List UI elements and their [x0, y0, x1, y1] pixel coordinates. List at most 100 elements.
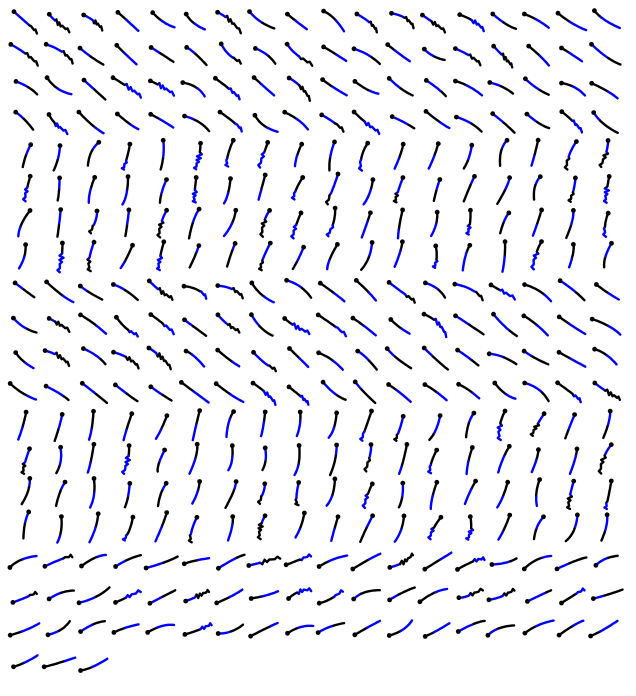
- stroke-segment: [258, 324, 274, 337]
- stroke-start-dot: [609, 240, 614, 246]
- stroke-glyph: [530, 447, 541, 474]
- stroke-glyph: [159, 137, 166, 171]
- stroke-segment: [440, 90, 447, 98]
- stroke-glyph: [123, 481, 133, 509]
- stroke-glyph: [499, 210, 512, 235]
- stroke-glyph: [452, 281, 484, 302]
- stroke-segment: [26, 85, 39, 96]
- stroke-glyph: [330, 514, 341, 542]
- stroke-segment: [120, 159, 128, 171]
- stroke-segment: [257, 259, 265, 272]
- stroke-start-dot: [230, 514, 236, 519]
- stroke-glyph: [393, 513, 407, 543]
- stroke-segment: [320, 113, 337, 125]
- stroke-start-dot: [404, 442, 410, 447]
- stroke-segment: [318, 595, 336, 605]
- stroke-segment: [116, 112, 132, 126]
- stroke-start-dot: [335, 171, 341, 177]
- stroke-segment: [259, 82, 276, 97]
- stroke-start-dot: [385, 42, 391, 47]
- stroke-segment: [80, 555, 99, 568]
- stroke-segment: [17, 426, 24, 441]
- stroke-segment: [427, 463, 433, 475]
- stroke-glyph: [156, 447, 168, 473]
- stroke-segment: [263, 295, 275, 304]
- stroke-segment: [569, 479, 575, 498]
- stroke-start-dot: [571, 242, 576, 247]
- stroke-glyph: [145, 623, 176, 635]
- stroke-start-dot: [350, 315, 356, 321]
- stroke-segment: [575, 291, 586, 302]
- stroke-segment: [604, 388, 621, 401]
- stroke-start-dot: [604, 512, 610, 518]
- stroke-segment: [21, 154, 28, 169]
- stroke-glyph: [246, 555, 282, 568]
- stroke-segment: [568, 51, 584, 63]
- stroke-segment: [324, 194, 331, 206]
- stroke-start-dot: [300, 175, 306, 180]
- stroke-segment: [475, 290, 484, 302]
- stroke-start-dot: [23, 409, 29, 415]
- stroke-glyph: [180, 80, 206, 98]
- stroke-start-dot: [13, 109, 19, 115]
- stroke-start-dot: [11, 9, 17, 15]
- stroke-start-dot: [559, 600, 564, 606]
- stroke-glyph: [487, 80, 515, 95]
- stroke-start-dot: [60, 240, 65, 246]
- stroke-segment: [333, 292, 346, 303]
- stroke-start-dot: [575, 512, 580, 518]
- stroke-start-dot: [386, 382, 391, 387]
- stroke-start-dot: [59, 412, 65, 417]
- stroke-start-dot: [282, 316, 288, 321]
- stroke-glyph: [321, 8, 346, 33]
- stroke-segment: [463, 488, 473, 506]
- stroke-glyph: [21, 142, 34, 169]
- stroke-glyph: [114, 42, 138, 66]
- stroke-segment: [362, 188, 372, 206]
- stroke-segment: [367, 552, 382, 561]
- stroke-segment: [599, 119, 619, 134]
- stroke-glyph: [593, 554, 619, 568]
- stroke-segment: [294, 176, 304, 193]
- stroke-segment: [188, 516, 199, 537]
- stroke-start-dot: [455, 567, 460, 572]
- stroke-segment: [418, 590, 438, 603]
- stroke-segment: [360, 256, 370, 271]
- stroke-segment: [43, 557, 65, 568]
- stroke-segment: [195, 588, 211, 600]
- stroke-segment: [400, 443, 409, 469]
- stroke-glyph: [532, 514, 546, 541]
- stroke-glyph: [316, 589, 345, 606]
- stroke-start-dot: [213, 75, 218, 81]
- stroke-start-dot: [506, 443, 512, 449]
- stroke-glyph: [216, 553, 246, 571]
- stroke-segment: [332, 621, 346, 627]
- stroke-segment: [159, 240, 165, 258]
- stroke-segment: [43, 659, 67, 668]
- stroke-segment: [469, 515, 475, 532]
- stroke-glyph: [420, 12, 447, 34]
- stroke-segment: [158, 287, 174, 301]
- stroke-start-dot: [46, 11, 52, 17]
- stroke-segment: [328, 172, 340, 197]
- stroke-glyph: [319, 112, 345, 133]
- stroke-segment: [28, 590, 38, 597]
- stroke-segment: [467, 446, 474, 463]
- stroke-start-dot: [559, 80, 564, 86]
- stroke-glyph: [120, 141, 133, 171]
- stroke-glyph: [556, 349, 587, 368]
- stroke-glyph: [387, 586, 416, 603]
- stroke-glyph: [42, 553, 74, 569]
- stroke-start-dot: [521, 313, 527, 319]
- stroke-start-dot: [59, 514, 64, 519]
- stroke-start-dot: [526, 43, 532, 49]
- stroke-glyph: [248, 621, 279, 639]
- stroke-glyph: [78, 657, 109, 673]
- stroke-start-dot: [163, 480, 169, 486]
- stroke-segment: [297, 444, 301, 466]
- stroke-segment: [287, 385, 302, 398]
- stroke-segment: [493, 381, 508, 396]
- stroke-segment: [567, 191, 575, 203]
- stroke-glyph: [600, 512, 610, 542]
- stroke-segment: [319, 282, 336, 295]
